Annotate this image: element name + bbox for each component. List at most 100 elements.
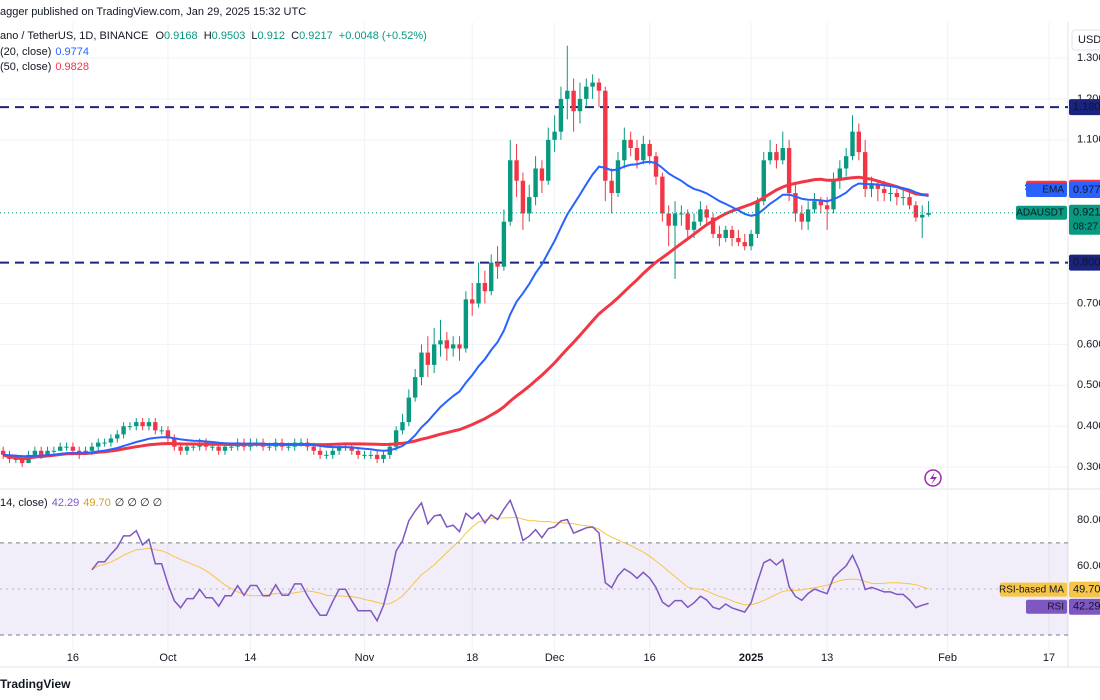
candle-body bbox=[165, 430, 171, 439]
candle-body bbox=[862, 152, 868, 189]
candle-body bbox=[64, 446, 69, 448]
candle-body bbox=[888, 193, 893, 195]
candle-body bbox=[127, 426, 133, 428]
currency-box[interactable] bbox=[1071, 29, 1100, 51]
candle-body bbox=[222, 446, 228, 451]
candle-body bbox=[704, 209, 709, 218]
candle-body bbox=[229, 446, 234, 448]
candle-body bbox=[634, 148, 640, 161]
candle-body bbox=[210, 446, 215, 448]
candle-body bbox=[926, 212, 931, 215]
y-tick-label: 1.3000 bbox=[1077, 52, 1100, 64]
candle-body bbox=[805, 209, 811, 222]
candle-body bbox=[603, 90, 608, 181]
candle-body bbox=[19, 458, 25, 464]
candle-body bbox=[818, 201, 824, 206]
rsi-tag-value: 42.29 bbox=[1073, 601, 1100, 613]
candle-body bbox=[444, 340, 450, 349]
ohlc-value: 0.9168 bbox=[164, 30, 198, 42]
candle-body bbox=[457, 344, 462, 349]
candle-body bbox=[178, 446, 183, 451]
ohlc-label: O bbox=[155, 30, 164, 42]
ticker-label-box bbox=[1016, 205, 1067, 220]
rsi-legend: 14, close) 42.29 49.70 ∅ ∅ ∅ ∅ bbox=[0, 497, 162, 509]
candle-body bbox=[767, 152, 773, 161]
candle-body bbox=[622, 139, 627, 161]
x-tick-label: 13 bbox=[821, 652, 833, 664]
x-tick-label: 16 bbox=[644, 652, 656, 664]
candle-body bbox=[660, 176, 665, 214]
rsi-tag-label: RSI bbox=[1047, 601, 1064, 612]
rsi-placeholders: ∅ ∅ ∅ ∅ bbox=[115, 497, 163, 509]
rsi-ma-tag-box bbox=[1069, 581, 1100, 598]
candle-body bbox=[558, 98, 564, 132]
x-tick-label: Feb bbox=[938, 652, 957, 664]
candle-body bbox=[412, 377, 418, 398]
rsi-ma-line bbox=[91, 516, 929, 606]
candle-body bbox=[831, 180, 836, 210]
y-tick-label: 0.4000 bbox=[1077, 420, 1100, 432]
candle-body bbox=[717, 233, 722, 239]
candle-body bbox=[799, 213, 804, 222]
y-tick-label: 1.1000 bbox=[1077, 134, 1100, 146]
level-tag-box bbox=[1069, 254, 1100, 271]
y-tick-label: 0.5000 bbox=[1077, 379, 1100, 391]
ema-tag-value: 0.9774 bbox=[1073, 184, 1100, 196]
candle-body bbox=[482, 283, 488, 292]
candle-body bbox=[286, 446, 291, 448]
candle-body bbox=[609, 180, 614, 194]
candle-body bbox=[520, 180, 526, 214]
sma-label: (50, close) bbox=[0, 61, 51, 73]
x-tick-label: Dec bbox=[545, 652, 565, 664]
candle-body bbox=[495, 262, 500, 267]
plot-layer: 16 Oct 14 Nov 18 Dec 16 2025 13 Feb 17 0.3000 0.4000… bbox=[0, 22, 1100, 668]
ema-tag-label-box bbox=[1026, 182, 1067, 197]
ema-label: (20, close) bbox=[0, 46, 51, 58]
candle-body bbox=[140, 422, 145, 427]
candle-body bbox=[13, 458, 19, 460]
candle-body bbox=[869, 184, 874, 189]
candle-body bbox=[419, 352, 424, 378]
x-tick-label: 18 bbox=[466, 652, 478, 664]
candle-body bbox=[393, 430, 399, 447]
rsi-params: 14, close) bbox=[0, 497, 48, 509]
candle-body bbox=[463, 299, 469, 349]
candle-body bbox=[685, 213, 690, 230]
candle-body bbox=[786, 148, 792, 194]
sma-legend: (50, close) 0.9828 bbox=[0, 61, 89, 73]
candle-body bbox=[153, 422, 158, 431]
candle-body bbox=[546, 139, 551, 181]
ema-tag-box bbox=[1069, 181, 1100, 198]
candle-body bbox=[362, 454, 367, 456]
candle-body bbox=[108, 438, 114, 443]
candle-body bbox=[381, 454, 386, 459]
y-tick-label: 0.6000 bbox=[1077, 338, 1100, 350]
candle-body bbox=[584, 86, 589, 99]
candle-body bbox=[780, 148, 785, 161]
x-tick-label: 17 bbox=[1043, 652, 1055, 664]
candle-body bbox=[184, 446, 190, 451]
sma-value: 0.9828 bbox=[55, 61, 89, 73]
candle-body bbox=[774, 152, 779, 161]
candle-body bbox=[552, 131, 557, 140]
candle-body bbox=[837, 168, 843, 181]
countdown: 08:27 bbox=[1073, 221, 1098, 232]
candle-body bbox=[349, 446, 354, 451]
candle-body bbox=[812, 201, 817, 210]
candle-body bbox=[565, 90, 570, 99]
rsi-ma-label: RSI-based MA bbox=[999, 584, 1064, 595]
candle-body bbox=[641, 143, 646, 161]
candle-body bbox=[38, 450, 44, 455]
candle-body bbox=[653, 156, 659, 177]
candle-body bbox=[45, 450, 50, 455]
candle-body bbox=[425, 352, 431, 365]
symbol: ano / TetherUS, 1D, BINANCE bbox=[0, 30, 148, 42]
candle-body bbox=[374, 454, 380, 459]
candle-body bbox=[527, 197, 532, 214]
rsi-value: 42.29 bbox=[52, 497, 80, 509]
candle-body bbox=[438, 340, 443, 345]
candle-body bbox=[590, 82, 595, 87]
candle-body bbox=[901, 197, 906, 199]
